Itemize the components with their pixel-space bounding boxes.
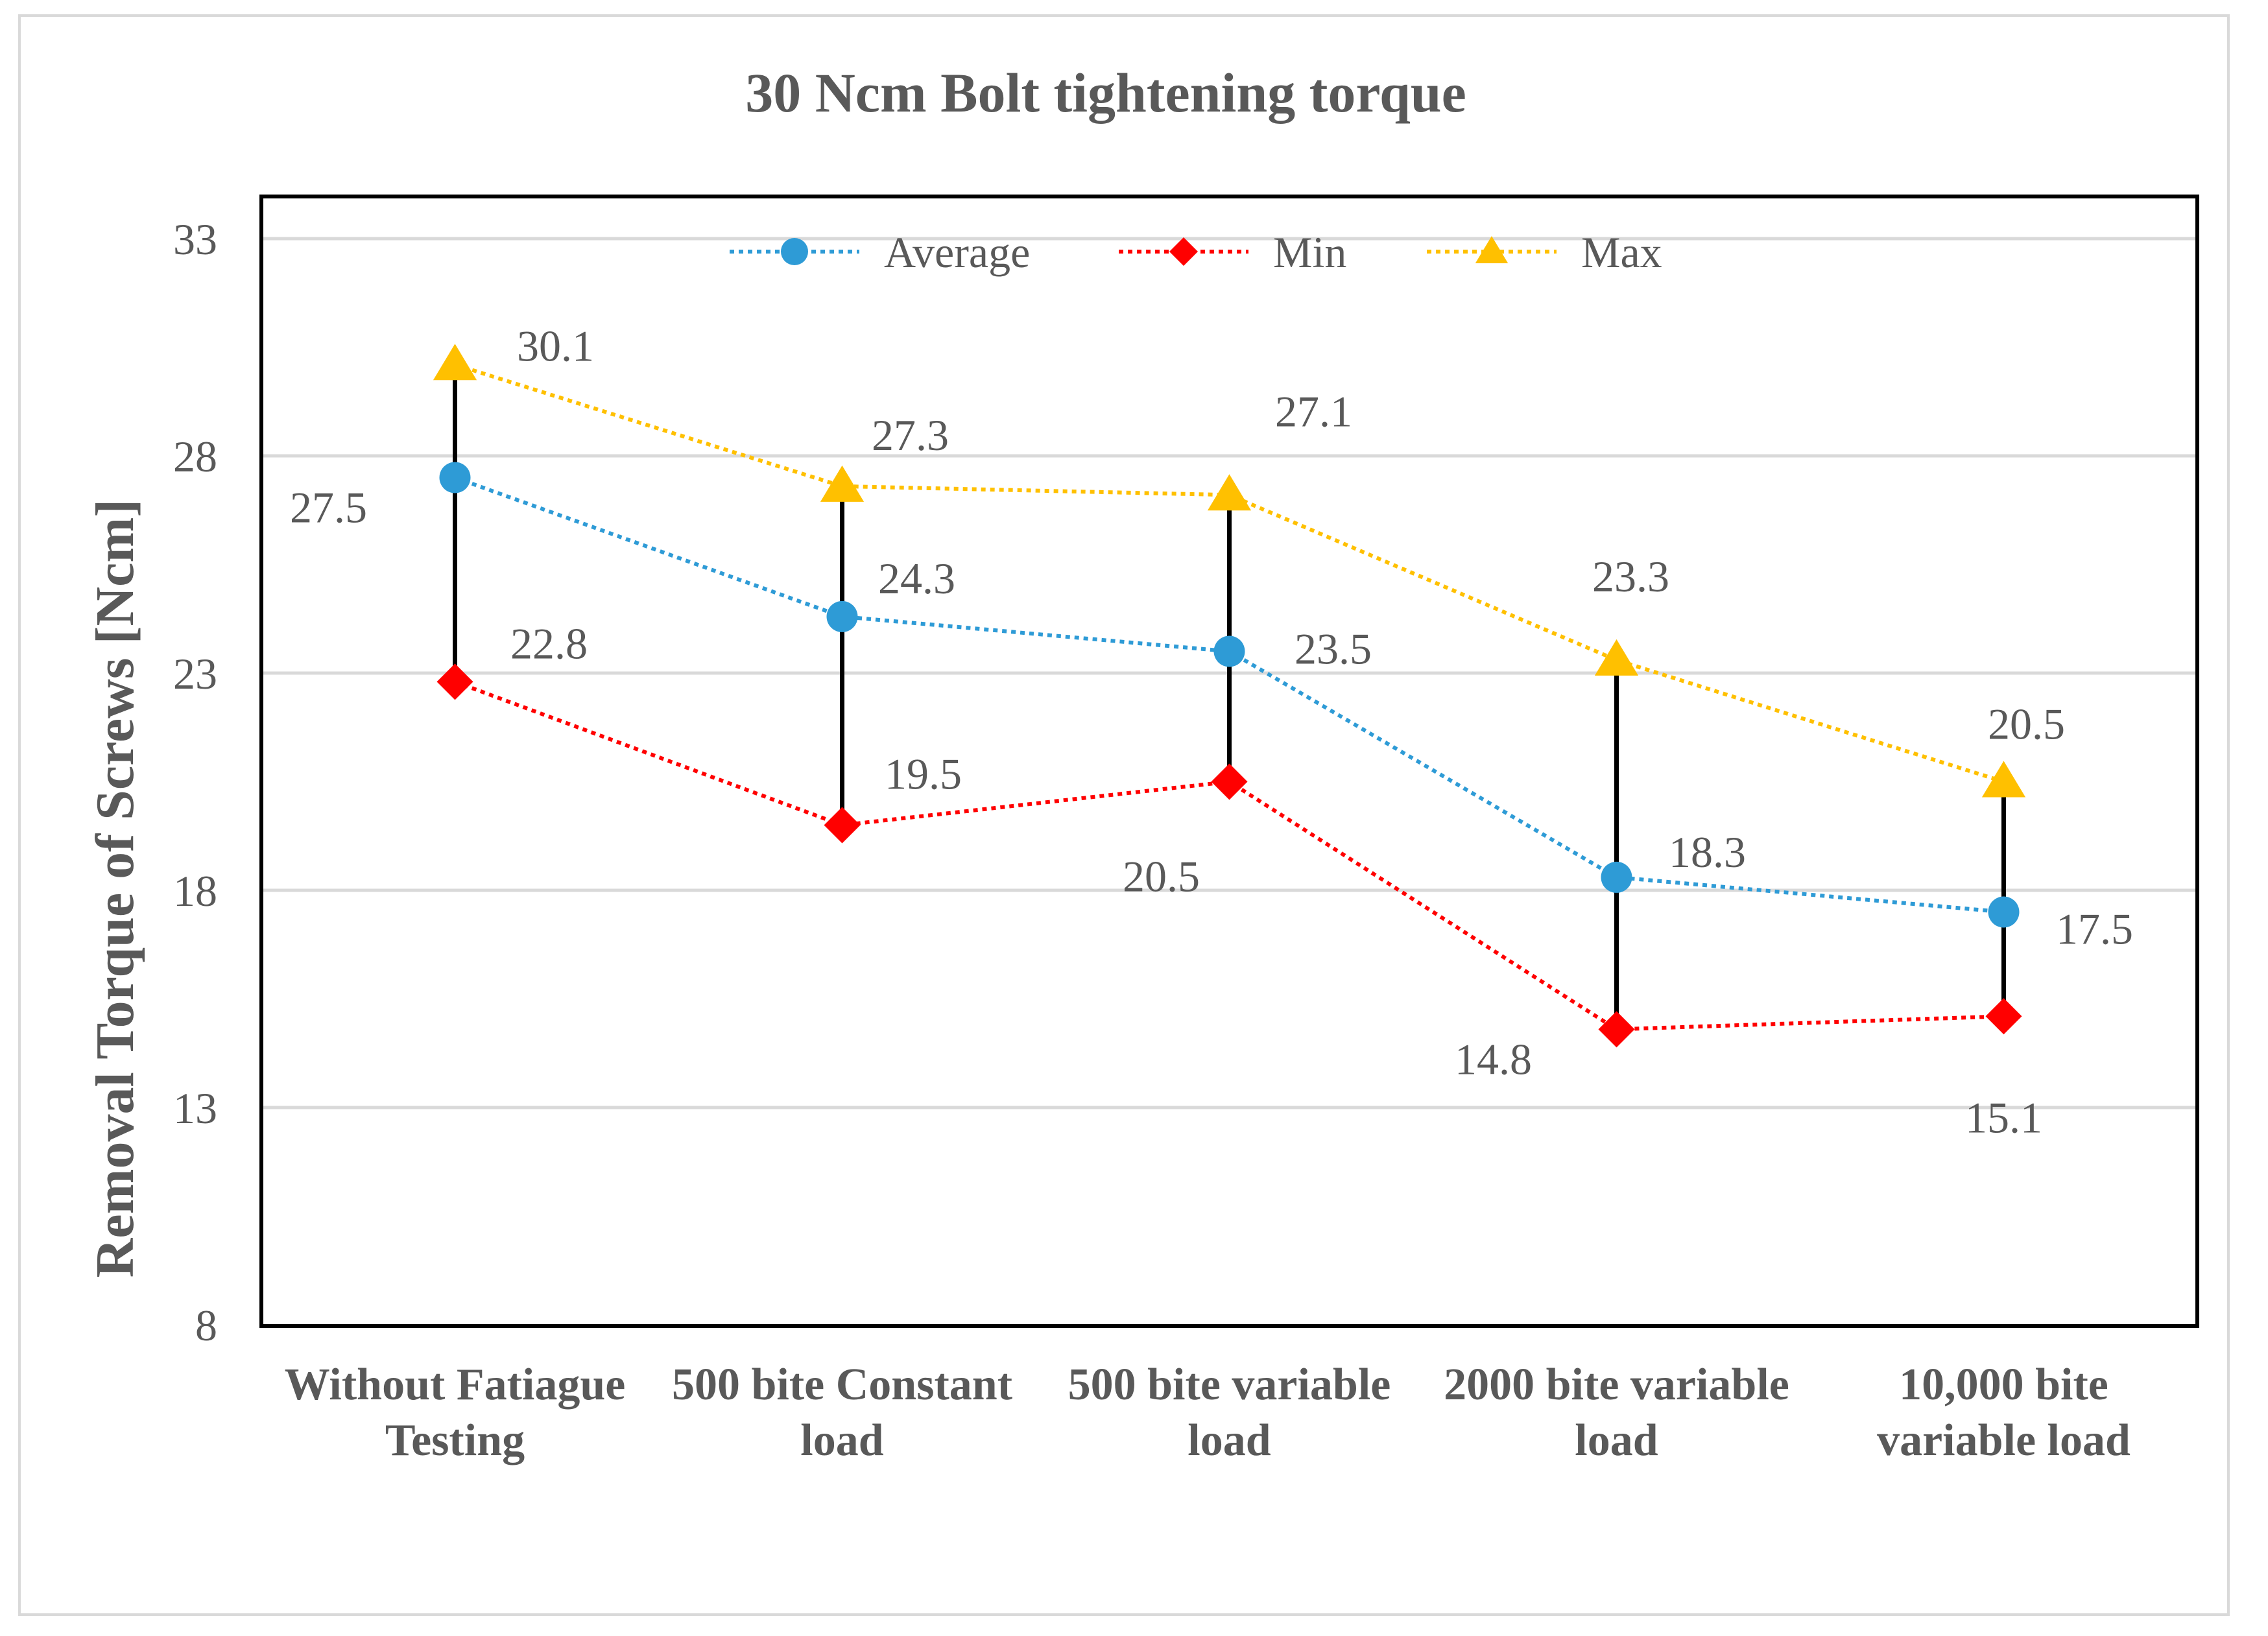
data-label-average: 27.5 [290,483,367,532]
data-point-max [820,465,865,502]
data-point-average [439,462,471,493]
range-bar-layer [453,364,2006,1030]
series-layer [433,344,2026,1048]
x-category-label: Without Fatiague Testing [285,1360,626,1465]
x-category-label-line: 10,000 bite [1899,1360,2108,1410]
data-point-min [1985,998,2022,1035]
y-tick-label: 18 [173,866,217,916]
legend-label-average: Average [884,228,1030,277]
y-tick-label: 13 [173,1084,217,1133]
legend-marker-min [1169,237,1198,266]
x-category-label-line: variable load [1877,1416,2131,1465]
data-label-layer: 27.5 24.3 23.5 18.3 17.5 22.8 19.5 20.5 14.8 15.1… [290,321,2133,1142]
y-tick-layer: 8 13 18 23 28 33 [173,215,217,1350]
data-point-average [1213,635,1245,667]
x-category-label: 2000 bite variable load [1444,1360,1789,1465]
x-category-label-line: load [1575,1416,1658,1465]
plot-area-border [259,195,2199,1328]
x-category-label: 500 bite Constant load [672,1360,1012,1465]
y-axis-label: Removal Torque of Screws [Ncm] [85,499,145,1278]
y-tick-label: 28 [173,432,217,481]
data-point-min [1211,763,1248,800]
data-label-max: 20.5 [1988,700,2065,749]
data-label-min: 22.8 [510,619,588,668]
y-tick-label: 33 [173,215,217,264]
data-point-min [436,663,473,700]
data-point-max [1981,761,2026,798]
x-category-label-line: load [800,1416,883,1465]
x-category-label: 10,000 bite variable load [1877,1360,2131,1465]
data-label-min: 14.8 [1455,1034,1532,1084]
data-point-average [826,600,858,632]
x-category-label-line: 500 bite Constant [672,1360,1012,1410]
data-point-max [1594,639,1639,676]
data-label-average: 17.5 [2056,905,2133,954]
x-category-label-line: Testing [385,1416,525,1465]
x-category-layer: Without Fatiague Testing 500 bite Constant… [285,1360,2131,1465]
data-label-average: 18.3 [1669,827,1746,877]
data-label-min: 20.5 [1123,852,1200,901]
legend-marker-max [1475,236,1509,263]
y-tick-label: 23 [173,649,217,698]
legend-label-max: Max [1581,228,1662,277]
data-label-min: 19.5 [885,750,962,799]
y-tick-label: 8 [195,1301,217,1350]
data-point-average [1601,861,1632,893]
x-category-label-line: 2000 bite variable [1444,1360,1789,1410]
legend-label-min: Min [1273,228,1346,277]
data-point-max [433,344,477,381]
data-point-min [1598,1011,1635,1048]
data-label-max: 27.3 [872,410,949,460]
grid-layer [261,237,2197,1109]
data-label-min: 15.1 [1965,1093,2042,1142]
legend-marker-average [781,238,808,265]
data-point-average [1988,896,2020,928]
data-label-max: 23.3 [1592,552,1669,601]
chart-title: 30 Ncm Bolt tightening torque [745,62,1466,124]
x-category-label-line: load [1188,1416,1271,1465]
data-point-max [1207,474,1252,511]
data-label-average: 24.3 [878,554,955,603]
legend: Average Min Max [730,228,1662,277]
data-label-max: 27.1 [1275,386,1352,436]
data-label-average: 23.5 [1295,624,1372,674]
x-category-label: 500 bite variable load [1068,1360,1391,1465]
chart-frame [18,14,2230,1616]
x-category-label-line: 500 bite variable [1068,1360,1391,1410]
x-category-label-line: Without Fatiague [285,1360,626,1410]
data-point-min [824,807,861,844]
data-label-max: 30.1 [517,321,594,370]
